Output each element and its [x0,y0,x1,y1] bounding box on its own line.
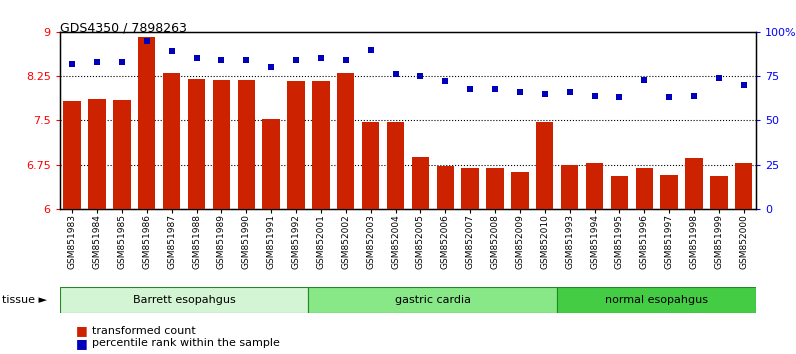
Bar [412,157,429,209]
Point [613,95,626,100]
Point [115,59,128,65]
Bar [586,164,603,209]
Text: gastric cardia: gastric cardia [395,295,470,305]
Bar [661,175,678,209]
Text: GDS4350 / 7898263: GDS4350 / 7898263 [60,21,186,34]
Bar [387,121,404,209]
Point [339,57,352,63]
Text: percentile rank within the sample: percentile rank within the sample [92,338,279,348]
Point [240,57,252,63]
Point [737,82,750,88]
Bar [113,100,131,209]
Bar [188,79,205,209]
Bar [462,168,479,209]
Bar [735,163,752,209]
Point [663,95,676,100]
Bar [287,81,305,209]
Bar [64,102,81,209]
Bar [163,73,181,209]
Bar [436,166,454,209]
Point [688,93,700,98]
Point [464,86,477,91]
Bar [362,121,380,209]
Point [314,56,327,61]
Text: ■: ■ [76,325,88,337]
Bar [561,165,579,209]
Bar [557,287,756,313]
Point [365,47,377,52]
Point [166,48,178,54]
Point [588,93,601,98]
Point [140,38,153,44]
Point [489,86,501,91]
Point [513,89,526,95]
Point [66,61,79,67]
Point [439,79,451,84]
Point [564,89,576,95]
Bar [308,287,557,313]
Bar [60,287,308,313]
Bar [536,122,553,209]
Point [215,57,228,63]
Bar [511,172,529,209]
Text: ■: ■ [76,337,88,350]
Point [638,77,650,82]
Bar [337,73,354,209]
Bar [263,119,280,209]
Bar [237,80,255,209]
Point [389,72,402,77]
Bar [312,81,330,209]
Bar [710,176,728,209]
Bar [88,98,106,209]
Text: tissue ►: tissue ► [2,295,48,305]
Bar [685,158,703,209]
Point [538,91,551,97]
Point [290,57,302,63]
Bar [138,37,155,209]
Text: normal esopahgus: normal esopahgus [605,295,708,305]
Point [414,73,427,79]
Point [712,75,725,81]
Point [91,59,103,65]
Point [265,64,278,70]
Bar [486,168,504,209]
Point [190,56,203,61]
Bar [213,80,230,209]
Text: transformed count: transformed count [92,326,195,336]
Bar [611,176,628,209]
Bar [635,167,653,209]
Text: Barrett esopahgus: Barrett esopahgus [133,295,236,305]
